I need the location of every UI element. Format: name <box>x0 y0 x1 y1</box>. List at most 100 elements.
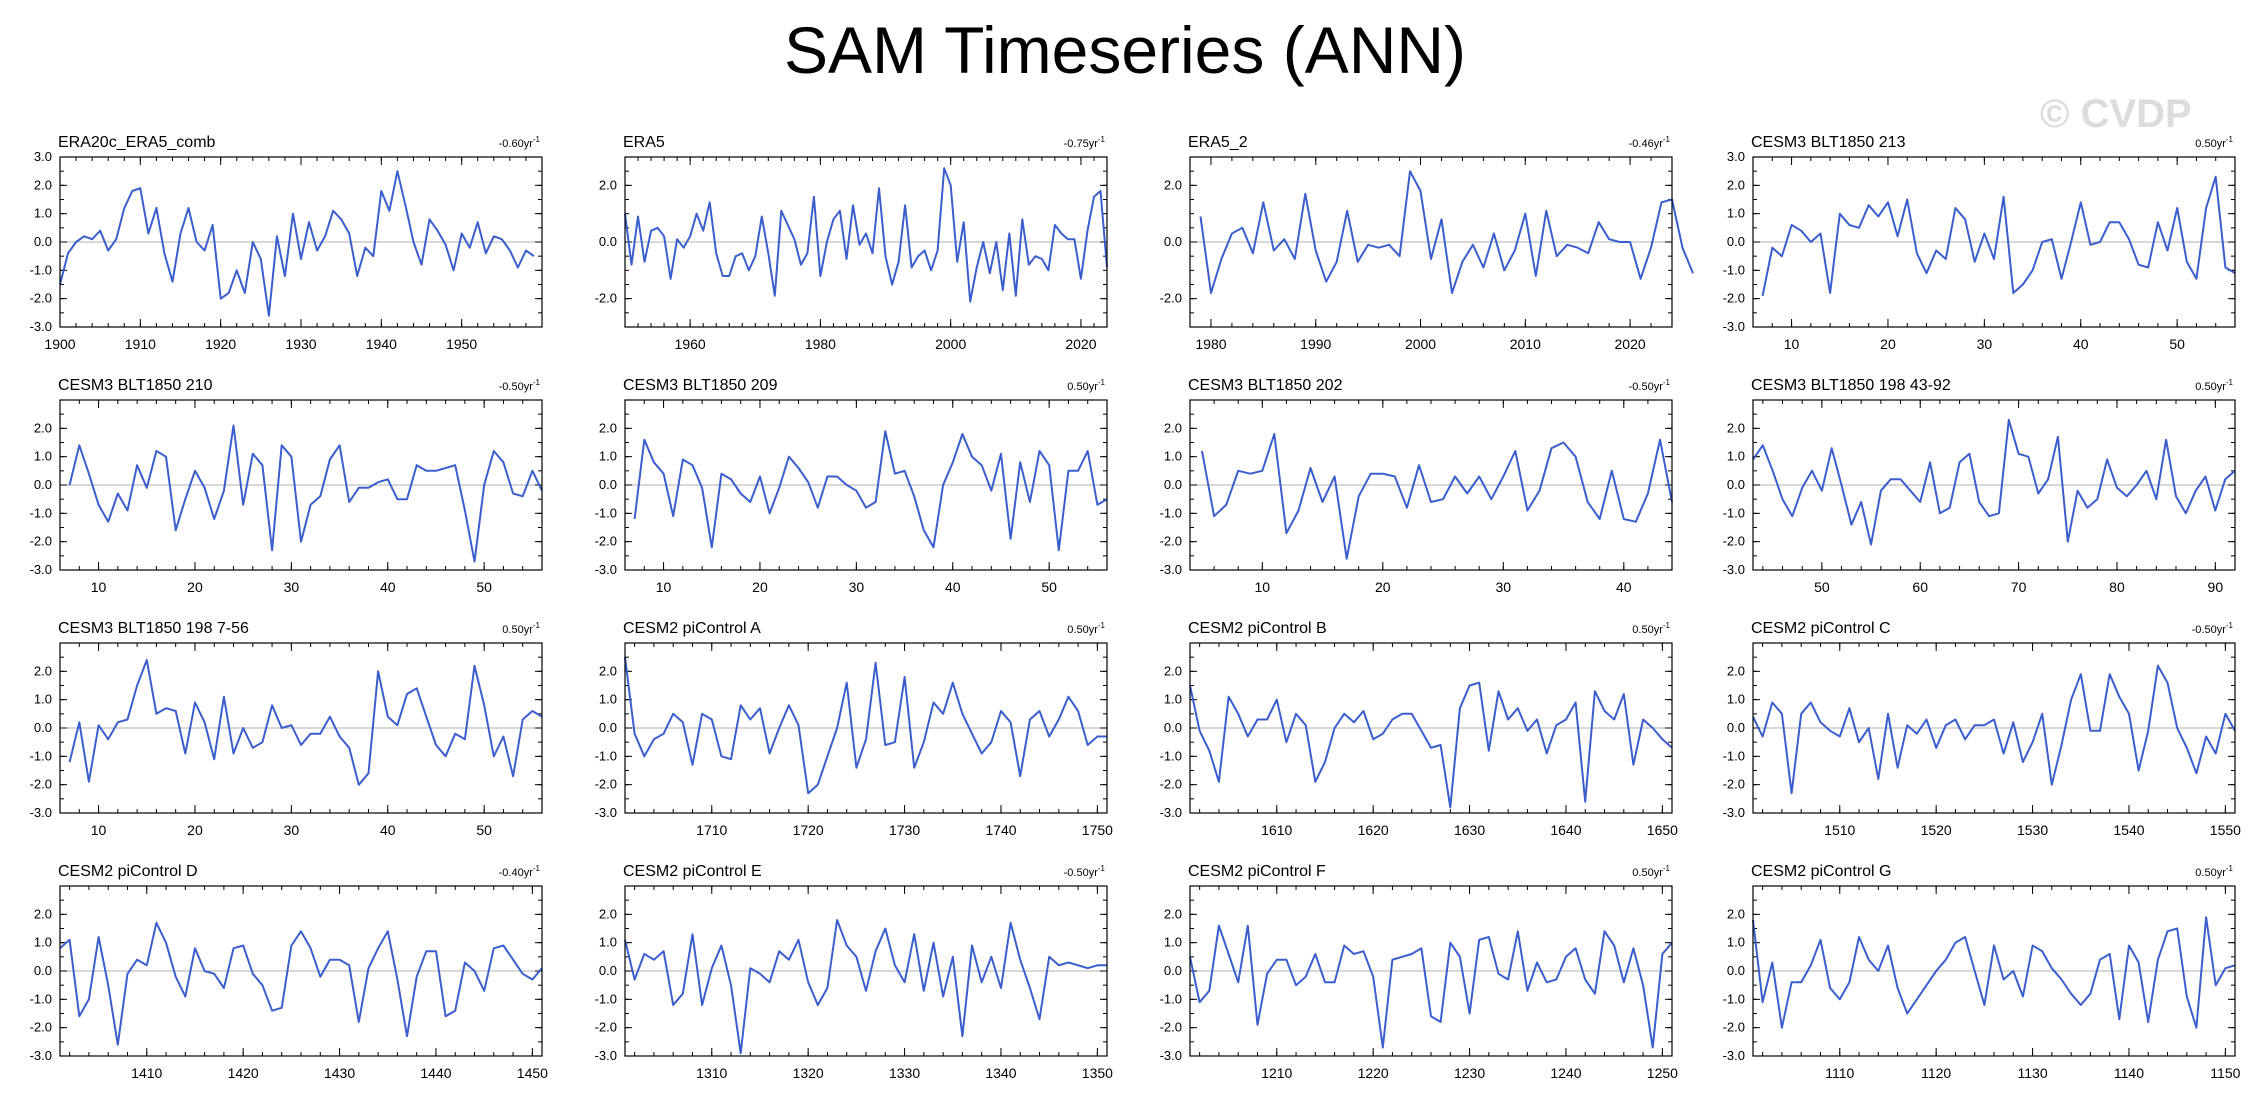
y-tick-label: 2.0 <box>599 420 617 435</box>
plot-frame <box>1752 156 2236 328</box>
x-tick-label: 1960 <box>675 336 706 352</box>
panel-title: CESM2 piControl E <box>623 863 762 880</box>
plot-frame <box>59 399 543 571</box>
panel-16: CESM2 piControl G 0.50yr-1 2.0 1.0 0.0 -1.0 -2… <box>1723 863 2241 1081</box>
panel-1: ERA20c_ERA5_comb -0.60yr-1 3.0 2.0 1.0 0.0 -1.… <box>30 134 543 352</box>
y-tick-label: 3.0 <box>34 149 52 164</box>
x-tick-label: 1450 <box>517 1065 548 1081</box>
x-tick-label: 1990 <box>1300 336 1331 352</box>
panel-trend: 0.50yr-1 <box>1067 378 1105 393</box>
y-tick-label: 2.0 <box>1727 177 1745 192</box>
x-tick-label: 1310 <box>696 1065 727 1081</box>
y-tick-label: 0.0 <box>599 234 617 249</box>
plot-frame <box>624 399 1108 571</box>
x-tick-label: 1720 <box>793 822 824 838</box>
y-tick-label: -2.0 <box>1160 1020 1182 1035</box>
panel-trend: 0.50yr-1 <box>1067 621 1105 636</box>
y-tick-label: 1.0 <box>1727 206 1745 221</box>
y-tick-label: -1.0 <box>595 748 617 763</box>
x-tick-label: 1150 <box>2210 1065 2240 1081</box>
panel-trend: 0.50yr-1 <box>1632 864 1670 879</box>
series-line <box>68 659 543 786</box>
y-tick-label: -3.0 <box>1160 562 1182 577</box>
x-tick-label: 1980 <box>1195 336 1226 352</box>
y-tick-label: -2.0 <box>1723 1020 1745 1035</box>
panel-6: CESM3 BLT1850 209 0.50yr-1 2.0 1.0 0.0 -1.0 -2… <box>595 377 1108 595</box>
x-tick-label: 1550 <box>2210 822 2241 838</box>
panel-trend: 0.50yr-1 <box>2195 135 2233 150</box>
y-tick-label: -1.0 <box>1723 262 1745 277</box>
x-tick-label: 1650 <box>1647 822 1678 838</box>
plot-frame <box>59 156 543 328</box>
panel-title: CESM2 piControl F <box>1188 863 1326 880</box>
y-tick-label: 0.0 <box>1164 477 1182 492</box>
panel-14: CESM2 piControl E -0.50yr-1 2.0 1.0 0.0 -1.0 -… <box>595 863 1114 1081</box>
y-tick-label: 0.0 <box>34 963 52 978</box>
x-tick-label: 10 <box>1784 336 1800 352</box>
x-tick-label: 20 <box>187 579 203 595</box>
panel-trend: -0.60yr-1 <box>499 135 541 150</box>
page-title: SAM Timeseries (ANN) <box>783 13 1467 87</box>
x-tick-label: 1440 <box>420 1065 451 1081</box>
y-tick-label: 0.0 <box>1164 963 1182 978</box>
x-tick-label: 1910 <box>125 336 156 352</box>
y-tick-label: -2.0 <box>30 291 52 306</box>
y-tick-label: -2.0 <box>1723 291 1745 306</box>
x-tick-label: 1980 <box>805 336 836 352</box>
x-tick-label: 1230 <box>1454 1065 1485 1081</box>
x-tick-label: 40 <box>945 579 961 595</box>
y-tick-label: -2.0 <box>30 534 52 549</box>
x-tick-label: 40 <box>2073 336 2089 352</box>
y-tick-label: 3.0 <box>1727 149 1745 164</box>
panel-5: CESM3 BLT1850 210 -0.50yr-1 2.0 1.0 0.0 -1.0 -… <box>30 377 543 595</box>
y-tick-label: -1.0 <box>1160 748 1182 763</box>
x-tick-label: 1340 <box>985 1065 1016 1081</box>
y-tick-label: 0.0 <box>1727 963 1745 978</box>
x-tick-label: 1510 <box>1824 822 1855 838</box>
y-tick-label: -3.0 <box>30 805 52 820</box>
x-tick-label: 10 <box>1255 579 1271 595</box>
x-tick-label: 50 <box>2169 336 2185 352</box>
series-line <box>1752 916 2236 1029</box>
x-tick-label: 1640 <box>1550 822 1581 838</box>
y-tick-label: 0.0 <box>599 963 617 978</box>
plot-frame <box>59 642 543 814</box>
y-tick-label: 1.0 <box>599 935 617 950</box>
x-tick-label: 30 <box>284 822 300 838</box>
x-tick-label: 1110 <box>1825 1065 1854 1081</box>
plot-frame <box>1189 156 1673 328</box>
plot-frame <box>624 156 1108 328</box>
panel-trend: -0.50yr-1 <box>1064 864 1106 879</box>
y-tick-label: -3.0 <box>1723 562 1745 577</box>
series-line <box>1189 681 1673 809</box>
panel-9: CESM3 BLT1850 198 7-56 0.50yr-1 2.0 1.0 0.0 -… <box>30 620 543 838</box>
x-tick-label: 2010 <box>1510 336 1541 352</box>
y-tick-label: 0.0 <box>599 720 617 735</box>
x-tick-label: 1120 <box>1921 1065 1951 1081</box>
panel-7: CESM3 BLT1850 202 -0.50yr-1 2.0 1.0 0.0 -1.0 -… <box>1160 377 1673 595</box>
panel-trend: 0.50yr-1 <box>502 621 540 636</box>
series-line <box>1761 175 2236 296</box>
panel-trend: -0.40yr-1 <box>499 864 541 879</box>
series-line <box>624 919 1107 1055</box>
x-tick-label: 1940 <box>366 336 397 352</box>
y-tick-label: -1.0 <box>595 505 617 520</box>
panel-title: CESM3 BLT1850 198 7-56 <box>58 620 249 637</box>
plot-frame <box>1189 885 1673 1057</box>
y-tick-label: 1.0 <box>1727 692 1745 707</box>
plot-frame <box>624 885 1108 1057</box>
y-tick-label: -1.0 <box>30 262 52 277</box>
y-tick-label: -1.0 <box>30 991 52 1006</box>
x-tick-label: 1430 <box>324 1065 355 1081</box>
x-tick-label: 1620 <box>1358 822 1389 838</box>
plot-frame <box>1752 885 2236 1057</box>
y-tick-label: -3.0 <box>595 805 617 820</box>
panel-title: ERA5 <box>623 134 665 151</box>
y-tick-label: -3.0 <box>595 1048 617 1063</box>
panel-title: CESM3 BLT1850 198 43-92 <box>1751 377 1951 394</box>
panel-title: CESM2 piControl C <box>1751 620 1891 637</box>
y-tick-label: 2.0 <box>34 663 52 678</box>
x-tick-label: 1930 <box>285 336 316 352</box>
x-tick-label: 40 <box>1616 579 1632 595</box>
panel-4: CESM3 BLT1850 213 0.50yr-1 3.0 2.0 1.0 0.0 -1.… <box>1723 134 2236 352</box>
